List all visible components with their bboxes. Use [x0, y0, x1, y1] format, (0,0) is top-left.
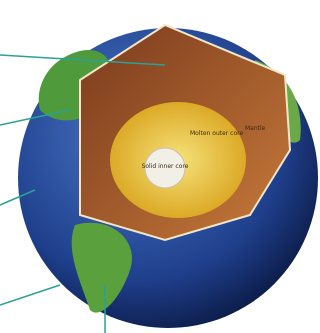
- outer-core-label: Molten outer core: [190, 130, 243, 137]
- inner-core-label: Solid inner core: [142, 163, 189, 170]
- earth-diagram: Mantle Molten outer core Solid inner cor…: [0, 0, 318, 333]
- mantle-label: Mantle: [245, 125, 266, 132]
